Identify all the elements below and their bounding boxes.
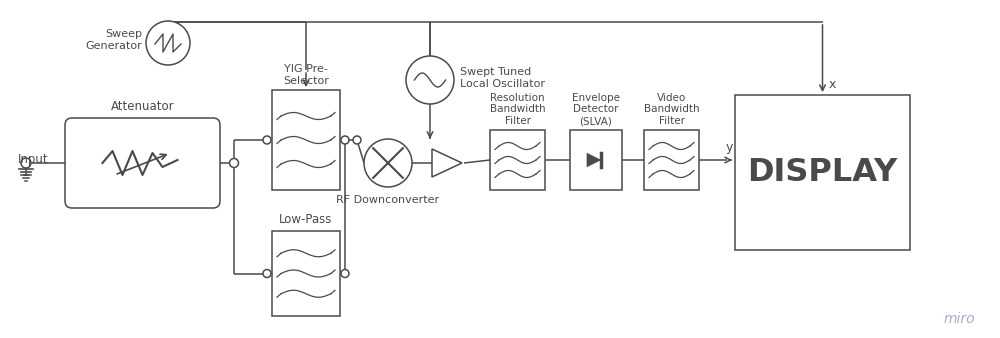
Circle shape <box>341 269 349 277</box>
Circle shape <box>230 159 239 168</box>
Circle shape <box>146 21 190 65</box>
Circle shape <box>263 269 271 277</box>
Bar <box>570 130 622 190</box>
Text: Swept Tuned
Local Oscillator: Swept Tuned Local Oscillator <box>460 67 545 89</box>
Bar <box>272 90 340 190</box>
Bar <box>490 130 545 190</box>
Text: YIG Pre-
Selector: YIG Pre- Selector <box>283 65 329 86</box>
Circle shape <box>406 56 454 104</box>
Text: Sweep
Generator: Sweep Generator <box>85 29 142 51</box>
Bar <box>272 231 340 316</box>
Circle shape <box>353 136 361 144</box>
Bar <box>735 95 910 250</box>
Text: Input: Input <box>18 153 49 167</box>
Circle shape <box>21 158 31 168</box>
Text: Attenuator: Attenuator <box>111 100 174 113</box>
Circle shape <box>364 139 412 187</box>
Circle shape <box>341 136 349 144</box>
Text: Low-Pass: Low-Pass <box>279 213 333 226</box>
Text: miro: miro <box>943 312 975 326</box>
Polygon shape <box>587 153 600 167</box>
Text: Video
Bandwidth
Filter: Video Bandwidth Filter <box>644 93 699 126</box>
Text: y: y <box>725 141 733 154</box>
Text: Resolution
Bandwidth
Filter: Resolution Bandwidth Filter <box>490 93 545 126</box>
Circle shape <box>263 136 271 144</box>
FancyBboxPatch shape <box>65 118 220 208</box>
Text: Envelope
Detector
(SLVA): Envelope Detector (SLVA) <box>572 93 620 126</box>
Text: RF Downconverter: RF Downconverter <box>336 195 440 205</box>
Bar <box>644 130 699 190</box>
Text: x: x <box>828 78 836 91</box>
Text: DISPLAY: DISPLAY <box>747 157 898 188</box>
